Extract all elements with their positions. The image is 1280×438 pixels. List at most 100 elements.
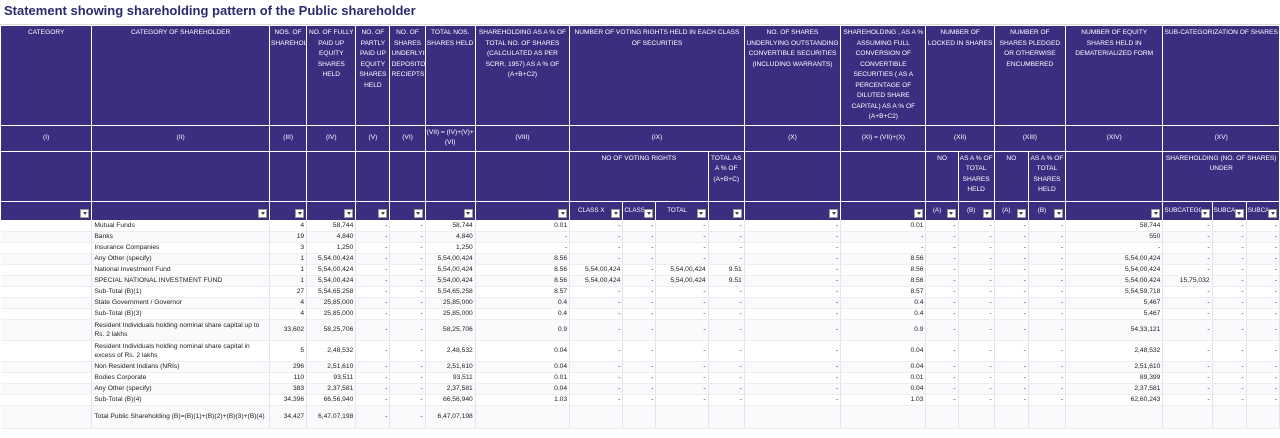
table-cell: - bbox=[355, 275, 391, 287]
filter-dropdown-icon[interactable] bbox=[295, 208, 305, 218]
table-cell: - bbox=[958, 394, 995, 406]
table-cell: 0.04 bbox=[475, 383, 571, 395]
numeral-v: (V) bbox=[355, 124, 391, 152]
filter-dropdown-icon[interactable] bbox=[644, 208, 654, 218]
filter-dropdown-icon[interactable] bbox=[732, 208, 742, 218]
table-cell: - bbox=[1212, 383, 1247, 395]
filter-dropdown-icon[interactable] bbox=[1054, 208, 1064, 218]
shareholder-name-cell: Sub-Total (B)(1) bbox=[91, 286, 271, 298]
table-cell: 4,840 bbox=[306, 231, 357, 243]
shareholder-name-cell: Resident Individuals holding nominal sha… bbox=[91, 319, 271, 341]
category-cell bbox=[0, 286, 93, 298]
table-cell: 1 bbox=[269, 275, 308, 287]
table-cell: - bbox=[925, 308, 959, 320]
filter-header-cell: SUBCATEGORY (I) bbox=[1162, 200, 1213, 221]
table-cell: - bbox=[744, 242, 842, 254]
filter-header-cell bbox=[389, 200, 426, 221]
table-cell: - bbox=[569, 297, 624, 309]
table-cell: - bbox=[994, 275, 1029, 287]
filter-dropdown-icon[interactable] bbox=[1016, 208, 1026, 218]
table-cell: - bbox=[1246, 220, 1280, 232]
table-cell: - bbox=[389, 231, 426, 243]
table-cell: - bbox=[389, 297, 426, 309]
table-cell: 3 bbox=[269, 242, 308, 254]
table-cell: 2,48,532 bbox=[425, 340, 476, 362]
filter-header-cell: CLASS X bbox=[569, 200, 624, 221]
table-cell: 58,25,706 bbox=[306, 319, 357, 341]
table-cell: 8.56 bbox=[840, 275, 927, 287]
filter-dropdown-icon[interactable] bbox=[463, 208, 473, 218]
filter-dropdown-icon[interactable] bbox=[829, 208, 839, 218]
shareholder-name-cell: National Investment Fund bbox=[91, 264, 271, 276]
subheader-pledged-pct: AS A % OF TOTAL SHARES HELD bbox=[1027, 150, 1067, 202]
table-cell: 89,399 bbox=[1065, 372, 1164, 384]
numeral-xii: (XII) bbox=[925, 124, 995, 152]
table-cell: - bbox=[840, 242, 927, 254]
table-cell bbox=[475, 405, 571, 429]
table-cell: - bbox=[925, 340, 959, 362]
table-cell: 58,744 bbox=[425, 220, 476, 232]
table-cell: 25,85,000 bbox=[306, 297, 357, 309]
filter-dropdown-icon[interactable] bbox=[982, 208, 992, 218]
filter-dropdown-icon[interactable] bbox=[1151, 208, 1161, 218]
shareholder-name-cell: Non Resident Indians (NRIs) bbox=[91, 361, 271, 373]
table-cell: - bbox=[622, 308, 657, 320]
table-cell: - bbox=[389, 220, 426, 232]
table-cell: - bbox=[655, 308, 709, 320]
filter-dropdown-icon[interactable] bbox=[696, 208, 706, 218]
filter-header-cell bbox=[743, 200, 842, 221]
table-cell: - bbox=[1028, 372, 1067, 384]
category-cell bbox=[0, 275, 93, 287]
filter-dropdown-icon[interactable] bbox=[258, 208, 268, 218]
table-cell: 2,37,581 bbox=[306, 383, 357, 395]
filter-dropdown-icon[interactable] bbox=[946, 208, 956, 218]
table-cell: 5,54,00,424 bbox=[1065, 264, 1164, 276]
table-row: Total Public Shareholding (B)=(B)(1)+(B)… bbox=[0, 405, 1280, 429]
table-cell: - bbox=[655, 394, 709, 406]
numeral-ii: (II) bbox=[91, 124, 271, 152]
table-cell: - bbox=[744, 231, 842, 243]
numeral-viii: (VIII) bbox=[474, 124, 571, 152]
table-cell: - bbox=[655, 340, 709, 362]
filter-dropdown-icon[interactable] bbox=[1200, 208, 1210, 218]
table-row: Resident Individuals holding nominal sha… bbox=[0, 340, 1280, 362]
table-cell: - bbox=[389, 275, 426, 287]
table-cell: 5,54,00,424 bbox=[569, 275, 624, 287]
table-cell: - bbox=[925, 394, 959, 406]
filter-header-cell: CLASS Y bbox=[622, 200, 657, 221]
table-cell: 58,744 bbox=[306, 220, 357, 232]
table-cell: - bbox=[655, 361, 709, 373]
numeral-xv: (XV) bbox=[1162, 124, 1280, 152]
table-cell: 0.9 bbox=[475, 319, 571, 341]
header-pledged-shares: NUMBER OF SHARES PLEDGED OR OTHERWISE EN… bbox=[993, 25, 1067, 126]
filter-dropdown-icon[interactable] bbox=[558, 208, 568, 218]
filter-dropdown-icon[interactable] bbox=[1234, 208, 1244, 218]
filter-dropdown-icon[interactable] bbox=[80, 208, 90, 218]
filter-header-label: TOTAL bbox=[667, 206, 687, 214]
table-cell: - bbox=[708, 231, 745, 243]
table-cell: - bbox=[1212, 394, 1247, 406]
table-cell: - bbox=[1028, 361, 1067, 373]
table-cell: - bbox=[994, 319, 1029, 341]
shareholder-name-cell: Any Other (specify) bbox=[91, 383, 271, 395]
filter-dropdown-icon[interactable] bbox=[1268, 208, 1277, 218]
table-cell: - bbox=[708, 394, 745, 406]
table-cell: 1.03 bbox=[840, 394, 927, 406]
table-cell: - bbox=[569, 253, 624, 265]
filter-dropdown-icon[interactable] bbox=[914, 208, 924, 218]
table-cell bbox=[994, 405, 1029, 429]
table-cell: - bbox=[958, 361, 995, 373]
table-row: Sub-Total (B)(4) 34,396 66,56,940- -66,56,9… bbox=[0, 394, 1280, 406]
table-cell: - bbox=[744, 361, 842, 373]
filter-dropdown-icon[interactable] bbox=[344, 208, 354, 218]
table-cell: - bbox=[925, 361, 959, 373]
filter-dropdown-icon[interactable] bbox=[413, 208, 423, 218]
table-cell: - bbox=[389, 372, 426, 384]
filter-header-label: (B) bbox=[966, 206, 976, 214]
filter-dropdown-icon[interactable] bbox=[611, 208, 621, 218]
table-cell: - bbox=[355, 242, 391, 254]
table-cell: 5,54,59,718 bbox=[1065, 286, 1164, 298]
table-cell: - bbox=[994, 383, 1029, 395]
filter-dropdown-icon[interactable] bbox=[378, 208, 388, 218]
subheader-pledged-no: NO bbox=[993, 150, 1029, 202]
